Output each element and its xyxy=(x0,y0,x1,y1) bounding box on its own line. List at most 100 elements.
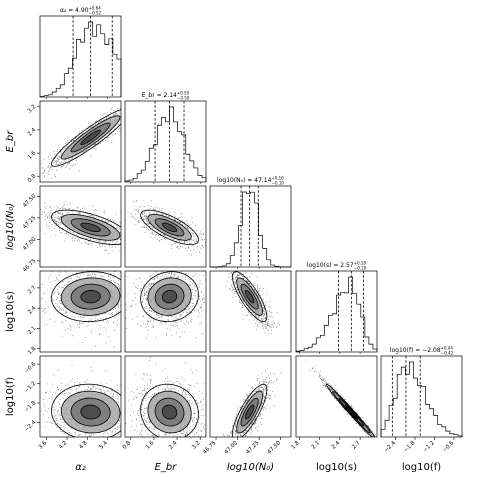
scatter-points-2-1 xyxy=(125,199,206,256)
scatter-panel-4-2 xyxy=(209,355,292,438)
xtick-label-3-3: 2.7 xyxy=(351,440,362,451)
panel-frame-3-0 xyxy=(39,270,122,353)
panel-frame-3-1 xyxy=(124,270,207,353)
hist-panel-3: log10(s) = 2.57+0.18 −0.19 xyxy=(295,261,378,353)
ytick-label-2-0: 46.75 xyxy=(22,258,38,274)
scatter-panel-3-1 xyxy=(124,270,207,353)
panel-frame-4-1 xyxy=(124,355,207,438)
hist-frame-0 xyxy=(39,15,122,98)
xtick-label-4-0: −2.4 xyxy=(383,440,397,454)
panel-frame-4-0 xyxy=(39,355,122,438)
scatter-points-4-0 xyxy=(40,365,121,437)
ytick-label-3-2: 2.4 xyxy=(27,305,38,316)
xtick-label-3-2: 2.4 xyxy=(331,440,342,451)
scatter-points-3-1 xyxy=(125,271,206,339)
xtick-label-2-2: 47.25 xyxy=(245,440,261,456)
contour-2-0-0 xyxy=(51,209,121,245)
hist-steps-0 xyxy=(39,21,122,97)
hist-steps-3 xyxy=(295,276,378,352)
panel-frame-1-0 xyxy=(39,100,122,183)
hist-title-0: α₂ = 4.90+0.64 −0.52 xyxy=(60,6,102,16)
hist-panel-0: α₂ = 4.90+0.64 −0.52 xyxy=(39,6,122,98)
xtick-label-0-2: 4.8 xyxy=(78,440,89,451)
contour-3-2-3 xyxy=(244,290,255,304)
hist-frame-3 xyxy=(295,270,378,353)
contour-2-1-0 xyxy=(140,209,199,246)
ytick-label-2-1: 47.00 xyxy=(22,236,38,252)
hist-title-1: E_br = 2.14+0.50 −0.50 xyxy=(142,91,190,101)
xaxis-label-0: α₂ xyxy=(75,462,86,473)
yaxis-label-2: log10(N₀) xyxy=(5,203,16,250)
panel-frame-4-2 xyxy=(209,355,292,438)
scatter-points-1-0 xyxy=(40,106,121,182)
panel-frame-4-3 xyxy=(295,355,378,438)
hist-steps-2 xyxy=(209,191,291,268)
contour-4-2-3 xyxy=(244,404,255,420)
xtick-label-0-1: 4.2 xyxy=(58,440,68,450)
hist-frame-4 xyxy=(380,355,463,438)
ytick-label-1-2: 2.4 xyxy=(27,127,38,138)
contour-3-0-3 xyxy=(80,290,101,304)
contour-4-1-0 xyxy=(140,383,199,437)
contour-3-2-0 xyxy=(232,271,268,323)
xtick-label-1-1: 1.6 xyxy=(145,440,156,451)
contour-1-0-0 xyxy=(51,109,121,167)
xtick-label-2-0: 46.75 xyxy=(202,440,218,456)
hist-frame-2 xyxy=(209,185,292,268)
scatter-panel-1-0 xyxy=(39,100,122,183)
ytick-label-4-0: −2.4 xyxy=(24,419,38,433)
scatter-panel-2-1 xyxy=(124,185,207,268)
hist-steps-4 xyxy=(380,361,463,437)
ytick-label-2-2: 47.25 xyxy=(22,215,38,231)
scatter-panel-2-0 xyxy=(39,185,122,268)
xtick-label-4-1: −1.8 xyxy=(403,440,417,454)
xtick-label-3-0: 1.8 xyxy=(290,440,301,451)
scatter-panel-4-1 xyxy=(124,355,207,438)
xtick-label-1-0: 0.8 xyxy=(122,440,133,451)
contour-3-0-0 xyxy=(51,271,121,323)
scatter-panel-3-0 xyxy=(39,270,122,353)
contour-4-0-3 xyxy=(80,404,101,420)
scatter-panel-4-0 xyxy=(39,355,122,438)
xtick-label-2-3: 47.50 xyxy=(267,440,283,456)
xtick-label-2-1: 47.00 xyxy=(224,440,240,456)
scatter-panel-4-3 xyxy=(295,355,378,438)
hist-title-2: log10(N₀) = 47.14+0.10 −0.10 xyxy=(217,176,284,186)
ytick-label-3-1: 2.1 xyxy=(27,326,37,336)
xaxis-label-3: log10(s) xyxy=(316,462,357,473)
hist-title-4: log10(f) = −2.08+0.44 −0.42 xyxy=(390,346,454,356)
scatter-points-3-0 xyxy=(40,271,121,348)
contour-4-2-0 xyxy=(232,383,268,437)
yaxis-label-1: E_br xyxy=(5,130,16,153)
xtick-label-3-1: 2.1 xyxy=(311,440,321,450)
ytick-label-1-0: 0.8 xyxy=(27,173,38,184)
xaxis-label-1: E_br xyxy=(155,462,178,473)
contour-4-1-3 xyxy=(161,404,178,420)
yaxis-label-4: log10(f) xyxy=(5,377,16,416)
panel-frame-2-0 xyxy=(39,185,122,268)
hist-frame-1 xyxy=(124,100,207,183)
xaxis-label-2: log10(N₀) xyxy=(227,462,274,473)
ytick-label-1-3: 3.2 xyxy=(27,104,37,114)
contour-2-1-3 xyxy=(161,222,178,233)
xtick-label-0-0: 3.6 xyxy=(38,440,49,451)
xtick-label-1-3: 3.2 xyxy=(191,440,201,450)
hist-steps-1 xyxy=(124,106,207,182)
panel-frame-2-1 xyxy=(124,185,207,268)
xtick-label-4-3: −0.6 xyxy=(442,440,456,454)
xtick-label-0-3: 5.4 xyxy=(98,440,109,451)
ytick-label-3-0: 1.8 xyxy=(27,345,38,356)
hist-panel-2: log10(N₀) = 47.14+0.10 −0.10 xyxy=(209,176,292,268)
contour-4-0-0 xyxy=(51,383,121,437)
hist-panel-4: log10(f) = −2.08+0.44 −0.42 xyxy=(380,346,463,438)
ytick-label-4-3: −0.6 xyxy=(24,361,38,375)
xtick-label-1-2: 2.4 xyxy=(168,440,179,451)
xtick-label-4-2: −1.2 xyxy=(422,440,436,454)
scatter-panel-3-2 xyxy=(209,270,292,353)
contour-3-1-3 xyxy=(161,290,178,304)
hist-title-3: log10(s) = 2.57+0.18 −0.19 xyxy=(307,261,367,271)
contour-1-0-3 xyxy=(80,129,101,146)
xaxis-label-4: log10(f) xyxy=(402,462,441,473)
yaxis-label-3: log10(s) xyxy=(5,291,16,332)
